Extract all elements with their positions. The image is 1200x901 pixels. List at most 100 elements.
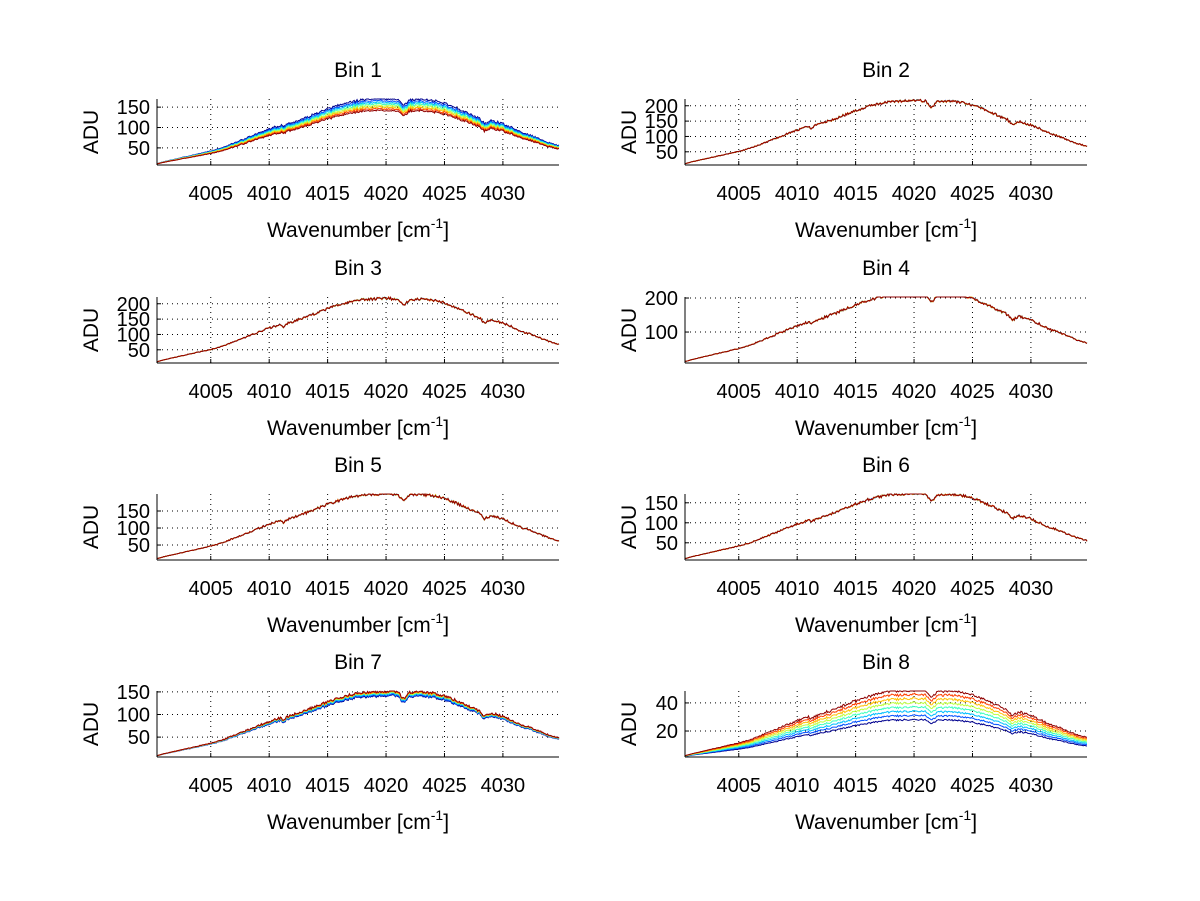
x-tick-label: 4030	[1009, 775, 1054, 797]
y-tick-label: 50	[128, 535, 150, 557]
x-tick-label: 4010	[247, 775, 292, 797]
subplot-bin-8: Bin 8 4005 4010 4015 4020 4025 4030 20 40 Wavenum…	[618, 651, 1088, 834]
y-tick-label: 100	[117, 324, 150, 346]
y-tick-label: 150	[117, 97, 150, 119]
y-axis-label: ADU	[80, 702, 103, 746]
x-axis-label-text: Wavenumber [cm	[795, 219, 959, 242]
series-line	[684, 718, 1088, 757]
subplot-title: Bin 1	[334, 59, 382, 82]
x-axis-label: Wavenumber [cm-1]	[795, 215, 977, 242]
series-line	[156, 108, 560, 165]
x-tick-label: 4025	[422, 775, 467, 797]
x-tick-label: 4020	[892, 381, 937, 403]
series-line	[684, 701, 1088, 757]
x-tick-label: 4010	[775, 381, 820, 403]
x-axis-label-end: ]	[971, 614, 977, 637]
x-axis-label-end: ]	[443, 417, 449, 440]
y-axis-label: ADU	[80, 505, 103, 549]
y-tick-label: 150	[645, 493, 678, 515]
subplot-title: Bin 7	[334, 651, 382, 674]
y-tick-label: 200	[645, 288, 678, 310]
x-axis-label-superscript: -1	[431, 215, 444, 231]
series-line	[684, 705, 1088, 757]
series-line	[684, 98, 1088, 165]
x-tick-label: 4030	[1009, 183, 1054, 205]
y-tick-label: 100	[645, 126, 678, 148]
series-line	[684, 710, 1088, 757]
x-tick-label: 4020	[892, 578, 937, 600]
x-tick-label: 4030	[481, 381, 526, 403]
x-tick-label: 4025	[950, 578, 995, 600]
x-tick-label: 4030	[481, 183, 526, 205]
x-tick-label: 4020	[364, 578, 409, 600]
x-tick-label: 4020	[364, 381, 409, 403]
subplot-title: Bin 4	[862, 257, 910, 280]
x-tick-label: 4030	[481, 775, 526, 797]
y-tick-label: 50	[656, 533, 678, 555]
x-tick-label: 4015	[833, 183, 878, 205]
x-tick-label: 4010	[247, 183, 292, 205]
x-tick-label: 4005	[189, 381, 234, 403]
x-tick-label: 4015	[305, 578, 350, 600]
x-tick-label: 4030	[481, 578, 526, 600]
x-axis-label-superscript: -1	[959, 610, 972, 626]
x-tick-label: 4005	[717, 578, 762, 600]
x-tick-label: 4015	[833, 578, 878, 600]
subplot-title: Bin 5	[334, 454, 382, 477]
x-axis-label-superscript: -1	[431, 610, 444, 626]
y-tick-label: 50	[128, 340, 150, 362]
x-axis-label-end: ]	[971, 219, 977, 242]
y-tick-label: 40	[656, 693, 678, 715]
y-axis-label: ADU	[80, 110, 103, 154]
x-tick-label: 4010	[775, 578, 820, 600]
subplot-bin-4: Bin 4 4005 4010 4015 4020 4025 4030 100 200 Waven…	[618, 257, 1088, 440]
x-tick-label: 4025	[950, 775, 995, 797]
y-axis-label: ADU	[80, 308, 103, 352]
y-tick-label: 50	[128, 727, 150, 749]
y-tick-label: 200	[117, 294, 150, 316]
x-tick-label: 4015	[833, 381, 878, 403]
y-axis-label: ADU	[618, 308, 641, 352]
y-axis-label: ADU	[618, 110, 641, 154]
x-axis-label-text: Wavenumber [cm	[267, 417, 431, 440]
x-tick-label: 4015	[833, 775, 878, 797]
subplot-title: Bin 6	[862, 454, 910, 477]
x-axis-label-superscript: -1	[959, 413, 972, 429]
x-tick-label: 4005	[189, 183, 234, 205]
x-tick-label: 4025	[950, 381, 995, 403]
y-tick-label: 100	[117, 705, 150, 727]
x-axis-label: Wavenumber [cm-1]	[267, 215, 449, 242]
y-tick-label: 100	[645, 322, 678, 344]
x-tick-label: 4030	[1009, 578, 1054, 600]
x-axis-label-superscript: -1	[959, 807, 972, 823]
series-line	[684, 690, 1088, 757]
x-axis-label-text: Wavenumber [cm	[795, 614, 959, 637]
x-tick-label: 4025	[422, 578, 467, 600]
x-axis-label-superscript: -1	[431, 807, 444, 823]
x-tick-label: 4020	[364, 183, 409, 205]
x-tick-label: 4025	[950, 183, 995, 205]
x-tick-label: 4030	[1009, 381, 1054, 403]
series-line	[156, 98, 560, 165]
series-line	[156, 296, 560, 363]
y-tick-label: 150	[645, 111, 678, 133]
y-tick-label: 50	[128, 138, 150, 160]
series-line	[684, 296, 1088, 363]
x-axis-label: Wavenumber [cm-1]	[795, 413, 977, 440]
x-axis-label-superscript: -1	[431, 413, 444, 429]
y-tick-label: 150	[117, 309, 150, 331]
x-tick-label: 4010	[247, 381, 292, 403]
x-axis-label-superscript: -1	[959, 215, 972, 231]
subplot-bin-3: Bin 3 4005 4010 4015 4020 4025 4030 50100150200…	[80, 257, 560, 440]
subplot-bin-2: Bin 2 4005 4010 4015 4020 4025 4030 50100150200…	[618, 59, 1088, 242]
x-tick-label: 4005	[189, 775, 234, 797]
series-line	[684, 696, 1088, 757]
y-tick-label: 150	[117, 682, 150, 704]
